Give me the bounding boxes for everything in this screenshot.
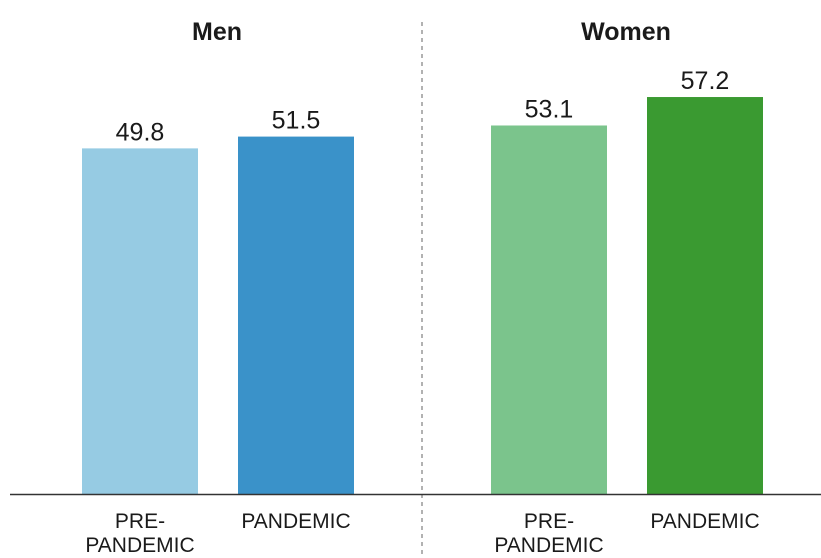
bar-men-pre-pandemic [82,148,198,494]
value-label-women-pre-pandemic: 53.1 [525,95,574,123]
panel-title-men: Men [192,18,242,46]
category-label-men-pre-pandemic-line1: PRE- [115,510,165,533]
value-label-men-pre-pandemic: 49.8 [116,118,165,146]
bars-layer: 49.8PRE-PANDEMIC51.5PANDEMIC53.1PRE-PAND… [82,67,763,557]
category-label-men-pre-pandemic-line2: PANDEMIC [85,534,194,557]
category-label-women-pre-pandemic-line1: PRE- [524,510,574,533]
bar-men-pandemic [238,136,354,494]
category-label-women-pandemic-line1: PANDEMIC [650,510,759,533]
value-label-women-pandemic: 57.2 [681,67,730,95]
category-label-women-pre-pandemic-line2: PANDEMIC [494,534,603,557]
value-label-men-pandemic: 51.5 [272,107,321,135]
bar-women-pre-pandemic [491,125,607,495]
panel-title-women: Women [581,18,671,46]
category-label-men-pandemic-line1: PANDEMIC [241,510,350,533]
bar-women-pandemic [647,97,763,495]
